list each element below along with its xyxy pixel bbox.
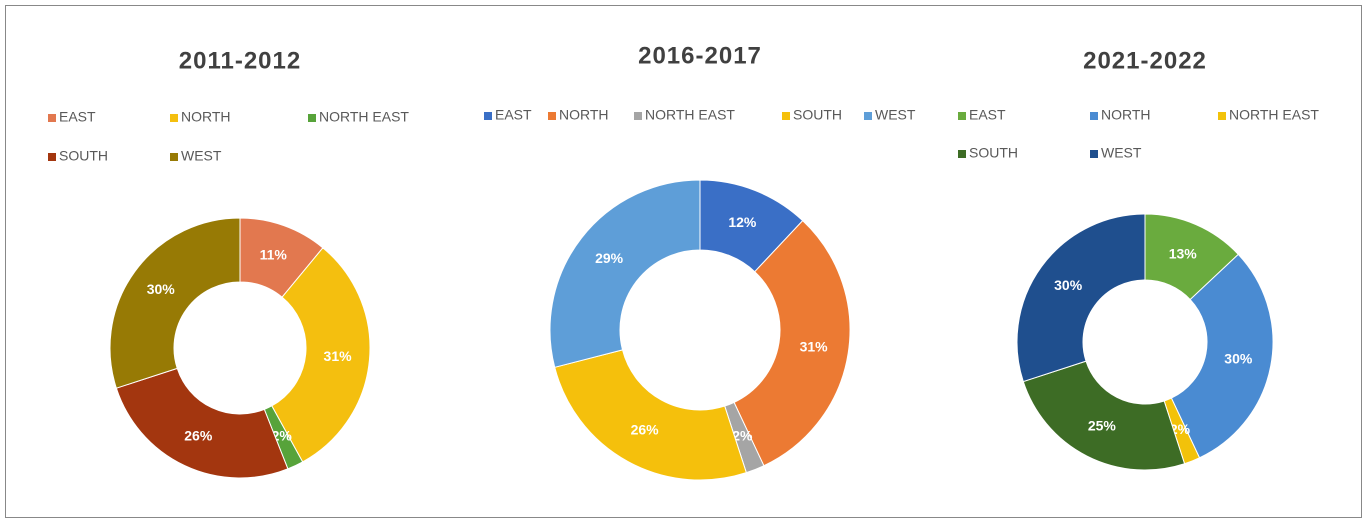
data-label: 2%: [272, 427, 293, 443]
legend-label: SOUTH: [59, 148, 108, 164]
legend-label: NORTH EAST: [645, 107, 735, 123]
legend-swatch: [864, 112, 872, 120]
data-label: 2%: [732, 428, 753, 444]
data-label: 31%: [324, 348, 353, 364]
data-label: 26%: [631, 421, 660, 437]
data-label: 30%: [1054, 277, 1083, 293]
legend-swatch: [1090, 112, 1098, 120]
legend-swatch: [170, 153, 178, 161]
legend-swatch: [634, 112, 642, 120]
data-label: 25%: [1088, 417, 1117, 433]
legend-swatch: [170, 114, 178, 122]
data-label: 13%: [1169, 246, 1198, 262]
data-label: 29%: [595, 250, 624, 266]
legend-label: NORTH: [1101, 107, 1151, 123]
data-label: 11%: [260, 246, 288, 262]
legend-label: EAST: [969, 107, 1006, 123]
legend-label: WEST: [181, 148, 222, 164]
donut-slice: [271, 247, 371, 463]
data-label: 26%: [184, 427, 213, 443]
legend-swatch: [548, 112, 556, 120]
donut-slice: [115, 367, 289, 479]
data-label: 31%: [800, 339, 829, 355]
legend-label: WEST: [875, 107, 916, 123]
donut-slice: [733, 219, 851, 467]
legend-label: NORTH EAST: [319, 109, 409, 125]
legend-swatch: [782, 112, 790, 120]
legend-label: WEST: [1101, 145, 1142, 161]
legend-swatch: [958, 112, 966, 120]
legend-label: EAST: [59, 109, 96, 125]
data-label: 30%: [147, 281, 176, 297]
legend-label: SOUTH: [793, 107, 842, 123]
legend-swatch: [48, 153, 56, 161]
legend-label: NORTH EAST: [1229, 107, 1319, 123]
legend-label: NORTH: [181, 109, 231, 125]
legend-swatch: [958, 150, 966, 158]
chart-title: 2011-2012: [179, 47, 301, 74]
donut-slice: [109, 217, 241, 389]
legend-label: EAST: [495, 107, 532, 123]
legend-label: NORTH: [559, 107, 609, 123]
donut-slice: [1170, 253, 1274, 459]
chart-title: 2021-2022: [1083, 47, 1207, 74]
donut-slice: [1022, 360, 1186, 471]
legend-swatch: [484, 112, 492, 120]
data-label: 30%: [1224, 351, 1253, 367]
legend-swatch: [48, 114, 56, 122]
chart-title: 2016-2017: [638, 42, 762, 69]
donut-slice: [1016, 213, 1146, 383]
donut-slice: [554, 349, 747, 481]
legend-swatch: [1218, 112, 1226, 120]
data-label: 12%: [728, 214, 757, 230]
donut-slice: [549, 179, 701, 368]
legend-swatch: [1090, 150, 1098, 158]
legend-swatch: [308, 114, 316, 122]
legend-label: SOUTH: [969, 145, 1018, 161]
